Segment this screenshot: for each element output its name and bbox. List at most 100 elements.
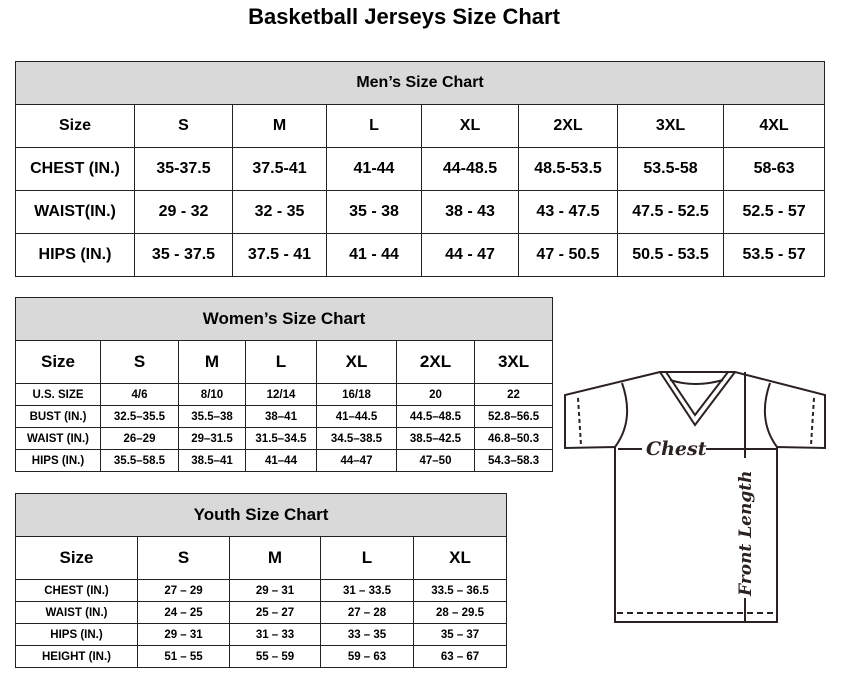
chest-label: Chest — [646, 438, 707, 460]
youth-size-table: Youth Size Chart Size S M L XL CHEST (IN.) 27 … — [14, 493, 508, 668]
table-cell: 8/10 — [178, 383, 246, 406]
column-header: XL — [421, 104, 519, 148]
column-header: 4XL — [722, 104, 826, 148]
table-cell: 27 – 28 — [320, 601, 414, 624]
table-cell: 26–29 — [100, 427, 179, 450]
table-cell: 29 – 31 — [229, 579, 321, 602]
table-cell: 35 – 37 — [412, 623, 508, 646]
table-cell: 46.8–50.3 — [473, 427, 554, 450]
column-header: 2XL — [518, 104, 618, 148]
column-header: S — [100, 340, 179, 384]
table-row: WAIST(IN.) 29 - 32 32 - 35 35 - 38 38 - 43 43… — [15, 190, 826, 234]
column-header: 3XL — [473, 340, 554, 384]
column-header: Size — [15, 104, 135, 148]
table-cell: 35 - 38 — [326, 190, 422, 234]
row-label: WAIST (IN.) — [15, 601, 138, 624]
column-header: S — [137, 536, 230, 580]
row-label: CHEST (IN.) — [15, 147, 135, 191]
table-cell: 44.5–48.5 — [396, 405, 475, 428]
table-cell: 47–50 — [396, 449, 475, 472]
table-row: CHEST (IN.) 27 – 29 29 – 31 31 – 33.5 33.5 –… — [15, 579, 508, 602]
table-cell: 58-63 — [722, 147, 826, 191]
row-label: WAIST(IN.) — [15, 190, 135, 234]
table-cell: 37.5-41 — [232, 147, 327, 191]
table-cell: 31 – 33 — [229, 623, 321, 646]
jersey-diagram: Chest Front Length — [564, 371, 826, 623]
table-cell: 44–47 — [316, 449, 397, 472]
mens-size-table: Men’s Size Chart Size S M L XL 2XL 3XL 4XL CHEST… — [14, 61, 826, 277]
table-caption: Men’s Size Chart — [14, 61, 826, 105]
table-cell: 52.5 - 57 — [722, 190, 826, 234]
table-cell: 33.5 – 36.5 — [412, 579, 508, 602]
table-row: BUST (IN.) 32.5–35.5 35.5–38 38–41 41–44.5 44… — [15, 405, 554, 428]
table-cell: 31.5–34.5 — [245, 427, 317, 450]
header-row: Size S M L XL — [15, 536, 508, 580]
table-cell: 22 — [473, 383, 554, 406]
column-header: Size — [15, 340, 101, 384]
table-cell: 41 - 44 — [326, 233, 422, 277]
table-cell: 51 – 55 — [137, 645, 230, 668]
table-cell: 53.5 - 57 — [722, 233, 826, 277]
table-cell: 12/14 — [245, 383, 317, 406]
row-label: WAIST (IN.) — [15, 427, 101, 450]
table-cell: 63 – 67 — [412, 645, 508, 668]
table-cell: 35.5–58.5 — [100, 449, 179, 472]
column-header: Size — [15, 536, 138, 580]
page-title: Basketball Jerseys Size Chart — [248, 4, 560, 29]
column-header: 3XL — [617, 104, 724, 148]
table-cell: 32.5–35.5 — [100, 405, 179, 428]
table-cell: 35-37.5 — [134, 147, 233, 191]
table-cell: 29 – 31 — [137, 623, 230, 646]
row-label: HEIGHT (IN.) — [15, 645, 138, 668]
table-cell: 48.5-53.5 — [518, 147, 618, 191]
column-header: L — [320, 536, 414, 580]
table-caption: Women’s Size Chart — [14, 297, 554, 341]
womens-size-table: Women’s Size Chart Size S M L XL 2XL 3XL U.S. S… — [14, 297, 554, 472]
table-cell: 44 - 47 — [421, 233, 519, 277]
table-cell: 38–41 — [245, 405, 317, 428]
table-cell: 4/6 — [100, 383, 179, 406]
table-cell: 16/18 — [316, 383, 397, 406]
column-header: 2XL — [396, 340, 475, 384]
table-cell: 47 - 50.5 — [518, 233, 618, 277]
table-cell: 55 – 59 — [229, 645, 321, 668]
table-row: CHEST (IN.) 35-37.5 37.5-41 41-44 44-48.5 48.… — [15, 147, 826, 191]
row-label: HIPS (IN.) — [15, 623, 138, 646]
table-row: U.S. SIZE 4/6 8/10 12/14 16/18 20 22 — [15, 383, 554, 406]
row-label: BUST (IN.) — [15, 405, 101, 428]
table-cell: 43 - 47.5 — [518, 190, 618, 234]
table-cell: 31 – 33.5 — [320, 579, 414, 602]
table-cell: 44-48.5 — [421, 147, 519, 191]
row-label: HIPS (IN.) — [15, 449, 101, 472]
table-cell: 27 – 29 — [137, 579, 230, 602]
column-header: XL — [316, 340, 397, 384]
table-cell: 41-44 — [326, 147, 422, 191]
table-row: HIPS (IN.) 35.5–58.5 38.5–41 41–44 44–47 47–5… — [15, 449, 554, 472]
table-cell: 29 - 32 — [134, 190, 233, 234]
table-cell: 29–31.5 — [178, 427, 246, 450]
front-length-label: Front Length — [736, 471, 756, 597]
table-cell: 37.5 - 41 — [232, 233, 327, 277]
column-header: L — [245, 340, 317, 384]
table-cell: 53.5-58 — [617, 147, 724, 191]
table-cell: 41–44 — [245, 449, 317, 472]
table-cell: 54.3–58.3 — [473, 449, 554, 472]
table-cell: 38 - 43 — [421, 190, 519, 234]
table-cell: 32 - 35 — [232, 190, 327, 234]
row-label: U.S. SIZE — [15, 383, 101, 406]
table-cell: 59 – 63 — [320, 645, 414, 668]
table-cell: 41–44.5 — [316, 405, 397, 428]
column-header: M — [178, 340, 246, 384]
table-cell: 47.5 - 52.5 — [617, 190, 724, 234]
table-cell: 20 — [396, 383, 475, 406]
table-row: WAIST (IN.) 24 – 25 25 – 27 27 – 28 28 – 29.… — [15, 601, 508, 624]
table-row: HEIGHT (IN.) 51 – 55 55 – 59 59 – 63 63 – 67 — [15, 645, 508, 668]
table-cell: 35.5–38 — [178, 405, 246, 428]
table-row: HIPS (IN.) 35 - 37.5 37.5 - 41 41 - 44 44 - … — [15, 233, 826, 277]
table-cell: 25 – 27 — [229, 601, 321, 624]
table-cell: 24 – 25 — [137, 601, 230, 624]
column-header: XL — [412, 536, 508, 580]
column-header: M — [229, 536, 321, 580]
header-row: Size S M L XL 2XL 3XL 4XL — [15, 104, 826, 148]
row-label: HIPS (IN.) — [15, 233, 135, 277]
